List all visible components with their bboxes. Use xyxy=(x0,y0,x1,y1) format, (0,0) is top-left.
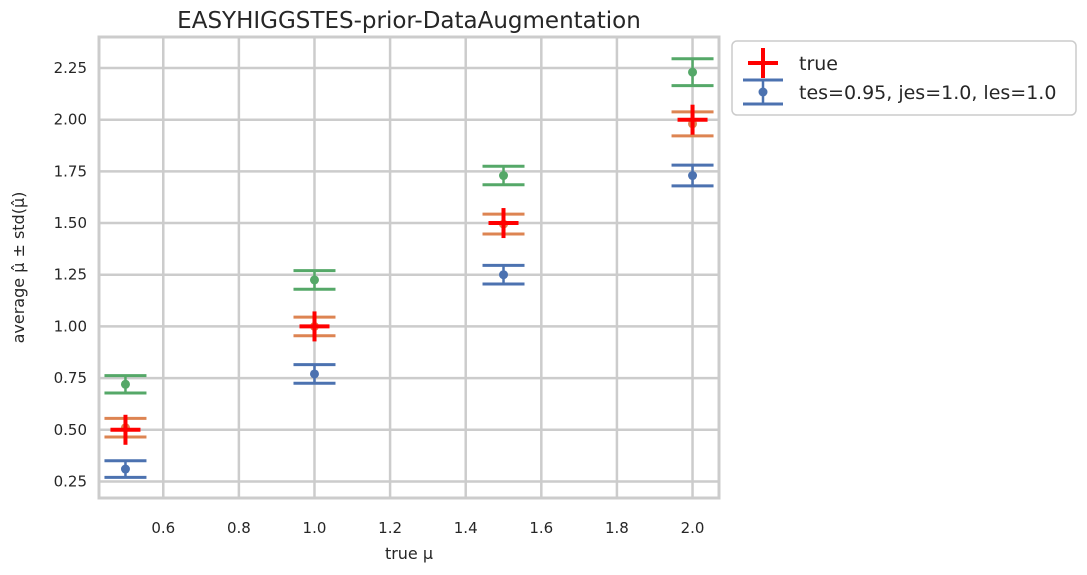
x-tick-label: 1.4 xyxy=(454,519,478,537)
plot-frame xyxy=(97,35,721,500)
chart-title: EASYHIGGSTES-prior-DataAugmentation xyxy=(177,8,641,34)
true-value-marker xyxy=(488,208,519,239)
legend: true tes=0.95, jes=1.0, les=1.0 xyxy=(731,40,1077,116)
y-tick-label: 1.50 xyxy=(54,214,87,232)
errorbar-point xyxy=(293,269,336,291)
legend-label: tes=0.95, jes=1.0, les=1.0 xyxy=(799,82,1056,104)
x-tick-label: 2.0 xyxy=(681,519,705,537)
x-tick-label: 0.8 xyxy=(227,519,251,537)
x-tick-label: 1.8 xyxy=(605,519,629,537)
legend-label: true xyxy=(799,53,838,75)
y-tick-label: 2.00 xyxy=(54,111,87,129)
data-point xyxy=(499,171,509,181)
errorbar-point xyxy=(671,163,714,188)
errorbar-point xyxy=(293,363,336,385)
x-tick-label: 0.6 xyxy=(151,519,175,537)
x-tick-label: 1.6 xyxy=(529,519,553,537)
y-tick-label: 1.00 xyxy=(54,317,87,335)
data-point xyxy=(309,369,319,379)
y-tick-label: 1.25 xyxy=(54,266,87,284)
y-axis-label: average μ̂ ± std(μ̂) xyxy=(9,192,28,344)
y-tick-label: 0.50 xyxy=(54,421,87,439)
plot-points xyxy=(104,57,714,479)
true-value-marker xyxy=(299,311,330,342)
x-tick-label: 1.0 xyxy=(303,519,327,537)
x-tick-labels: 0.6 0.8 1.0 1.2 1.4 1.6 1.8 2.0 xyxy=(151,519,704,537)
y-tick-label: 0.25 xyxy=(54,472,87,490)
errorbar-point xyxy=(482,263,525,286)
true-value-marker xyxy=(110,414,141,445)
true-value-marker xyxy=(677,104,708,135)
grid xyxy=(99,37,719,498)
x-tick-label: 1.2 xyxy=(378,519,402,537)
errorbar-point xyxy=(104,459,147,479)
errorbar-point xyxy=(482,164,525,187)
data-point xyxy=(688,67,698,77)
data-point xyxy=(120,464,130,474)
y-tick-labels: 0.25 0.50 0.75 1.00 1.25 1.50 1.75 2.00 2.25 xyxy=(54,59,87,490)
data-point xyxy=(499,270,509,280)
y-tick-label: 0.75 xyxy=(54,369,87,387)
data-point xyxy=(688,171,698,181)
x-axis-label: true μ xyxy=(385,544,433,563)
legend-marker-errorbar xyxy=(758,87,768,97)
data-point xyxy=(120,379,130,389)
errorbar-point xyxy=(671,57,714,88)
errorbar-point xyxy=(104,374,147,395)
data-point xyxy=(309,275,319,285)
legend-box xyxy=(731,40,1077,116)
y-tick-label: 1.75 xyxy=(54,162,87,180)
y-tick-label: 2.25 xyxy=(54,59,87,77)
